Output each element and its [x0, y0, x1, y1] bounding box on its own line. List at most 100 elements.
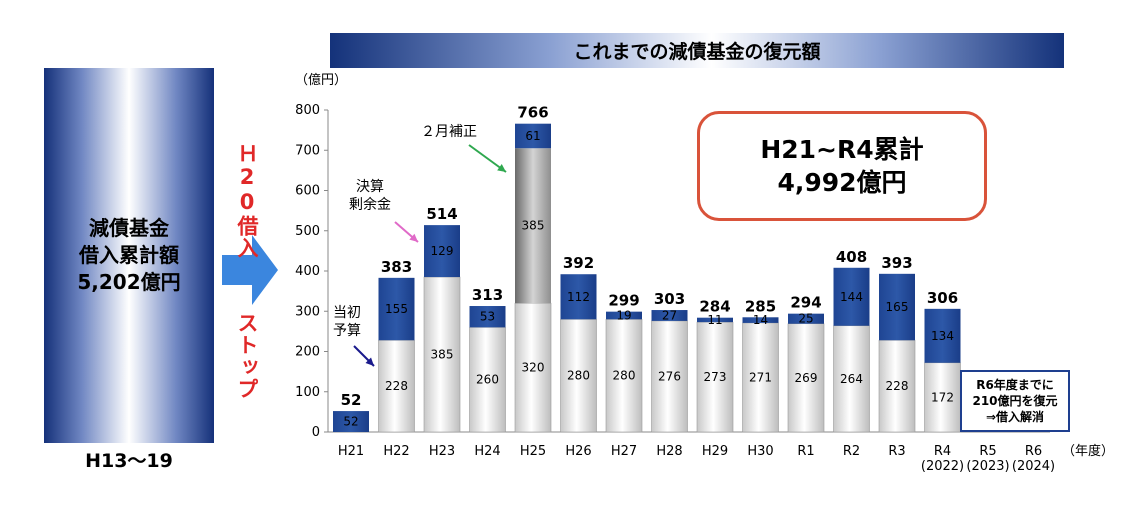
supplement-arrow-icon-head: [497, 164, 506, 172]
x-tick-label: H27: [611, 444, 637, 459]
bar-total-label: 392: [563, 254, 594, 272]
segment-value-label: 271: [749, 370, 772, 384]
x-tick-sublabel: (2022): [921, 459, 964, 474]
segment-value-label: 385: [431, 348, 454, 362]
segment-value-label: 276: [658, 369, 681, 383]
y-tick-label: 800: [295, 103, 320, 118]
segment-value-label: 228: [886, 379, 909, 393]
segment-value-label: 61: [525, 129, 540, 143]
segment-value-label: 14: [753, 313, 768, 327]
repayment-segment: [651, 310, 688, 321]
x-tick-label: H21: [338, 444, 364, 459]
segment-value-label: 144: [840, 290, 863, 304]
y-axis-label: （億円）: [295, 72, 347, 88]
repayment-segment: [833, 267, 870, 326]
x-tick-label: H23: [429, 444, 455, 459]
base-segment: [378, 339, 415, 433]
segment-value-label: 228: [385, 379, 408, 393]
segment-value-label: 134: [931, 329, 954, 343]
panel-line-2: 借入累計額: [79, 243, 179, 267]
segment-value-label: 273: [704, 370, 727, 384]
base-segment: [605, 318, 643, 433]
x-tick-label: H22: [383, 444, 409, 459]
initial-budget-line-1: 当初: [333, 305, 361, 321]
initial-budget-arrow-icon-head: [365, 357, 374, 366]
base-segment: [560, 318, 597, 433]
segment-value-label: 385: [522, 219, 545, 233]
base-segment: [742, 322, 779, 433]
repayment-segment: [697, 317, 733, 323]
x-tick-sublabel: (2024): [1012, 459, 1055, 474]
x-tick-label: R4: [934, 444, 951, 459]
x-tick-label: R1: [797, 444, 814, 459]
base-segment: [787, 323, 825, 433]
x-axis-label: （年度）: [1062, 443, 1114, 459]
x-tick-label: H26: [565, 444, 591, 459]
x-tick-label: H28: [656, 444, 682, 459]
base-segment: [833, 325, 870, 433]
bar-total-label: 303: [654, 290, 685, 308]
repayment-segment: [333, 411, 369, 432]
x-tick-label: H29: [702, 444, 728, 459]
bar-total-label: 393: [881, 254, 912, 272]
base-segment: [924, 362, 961, 433]
segment-value-label: 320: [522, 361, 545, 375]
base-segment: [651, 320, 688, 433]
x-tick-label: H30: [747, 444, 773, 459]
x-tick-sublabel: (2023): [966, 459, 1009, 474]
x-tick-label: R5: [979, 444, 996, 459]
x-tick-label: R6: [1025, 444, 1042, 459]
borrowing-total-panel: 減債基金 借入累計額 5,202億円: [44, 68, 214, 443]
bar-total-label: 383: [381, 258, 412, 276]
note-line-2: 210億円を復元: [972, 394, 1058, 408]
repayment-segment: [469, 306, 506, 328]
repayment-segment: [788, 313, 824, 324]
x-tick-label: R2: [843, 444, 860, 459]
stop-label: ストップ: [235, 312, 259, 400]
panel-line-3: 5,202億円: [77, 270, 181, 294]
repayment-segment: [606, 311, 642, 320]
base-segment: [423, 276, 461, 433]
note-line-1: R6年度までに: [976, 378, 1054, 392]
repayment-note-box: R6年度までに 210億円を復元 ⇒借入解消: [960, 370, 1070, 432]
initial-budget-line-2: 予算: [333, 323, 361, 339]
chart-title: これまでの減債基金の復元額: [330, 33, 1064, 68]
repayment-segment: [378, 277, 415, 341]
bar-total-label: 284: [699, 298, 730, 316]
segment-value-label: 264: [840, 372, 863, 386]
surplus-line-2: 剰余金: [349, 197, 391, 213]
segment-value-label: 155: [385, 302, 408, 316]
base-segment: [469, 327, 506, 433]
segment-value-label: 260: [476, 373, 499, 387]
x-tick-label: H24: [474, 444, 500, 459]
y-tick-label: 200: [295, 345, 320, 360]
y-tick-label: 500: [295, 224, 320, 239]
bar-total-label: 306: [927, 289, 958, 307]
note-line-3: ⇒借入解消: [985, 410, 1045, 424]
base-segment: [696, 321, 734, 433]
panel-period: H13〜19: [85, 450, 173, 472]
segment-value-label: 129: [431, 244, 454, 258]
segment-value-label: 280: [567, 369, 590, 383]
y-tick-label: 0: [312, 425, 320, 440]
repayment-segment: [879, 273, 915, 341]
y-tick-label: 600: [295, 184, 320, 199]
bar-total-label: 299: [608, 292, 639, 310]
repayment-segment: [742, 317, 779, 323]
repayment-segment: [924, 308, 961, 363]
bar-total-label: 294: [790, 294, 821, 312]
cumulative-total-box: H21~R4累計 4,992億円: [697, 111, 987, 221]
bar-total-label: 52: [341, 391, 362, 409]
surplus-annotation: 決算 剰余金: [349, 178, 391, 214]
segment-value-label: 112: [567, 290, 590, 304]
segment-value-label: 19: [616, 308, 631, 322]
bar-total-label: 766: [517, 104, 548, 122]
segment-value-label: 269: [795, 371, 818, 385]
bar-total-label: 408: [836, 248, 867, 266]
initial-budget-annotation: 当初 予算: [333, 304, 361, 340]
base-segment: [514, 302, 552, 433]
cumulative-label: H21~R4累計: [760, 135, 924, 164]
segment-value-label: 52: [343, 415, 358, 429]
segment-value-label: 53: [480, 310, 495, 324]
